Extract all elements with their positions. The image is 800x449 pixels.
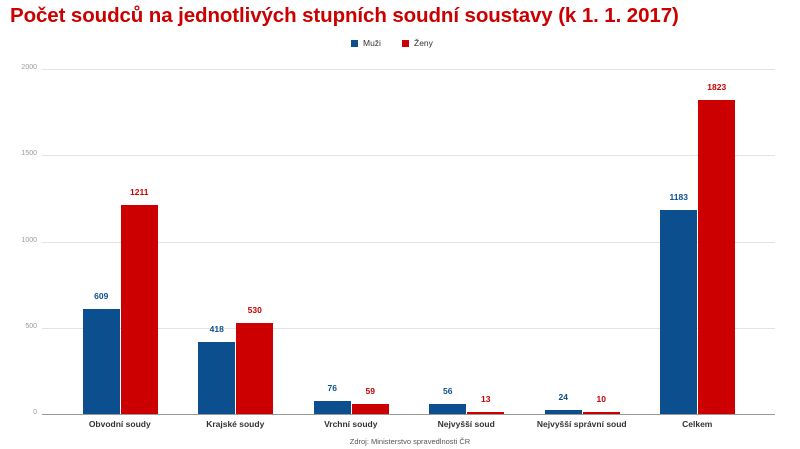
gridline bbox=[42, 241, 775, 243]
bar-value-label: 13 bbox=[481, 393, 491, 404]
x-category-label: Nejvyšší správní soud bbox=[536, 419, 627, 429]
x-category-label: Obvodní soudy bbox=[88, 419, 151, 429]
y-tick-label: 500 bbox=[25, 322, 37, 330]
gridline bbox=[42, 69, 775, 70]
legend-item-muzi: Muži bbox=[351, 38, 381, 48]
y-tick-label: 0 bbox=[33, 409, 37, 416]
bar-muzi bbox=[429, 404, 467, 414]
bar-zeny bbox=[236, 322, 274, 414]
bar-value-label: 609 bbox=[94, 290, 109, 301]
bar-zeny bbox=[698, 99, 736, 414]
legend-label-zeny: Ženy bbox=[414, 38, 433, 48]
source-note: Zdroj: Ministerstvo spravedlnosti ČR bbox=[349, 437, 471, 446]
bar-value-label: 1211 bbox=[130, 187, 149, 198]
bar-zeny bbox=[351, 403, 389, 414]
bar-value-label: 1183 bbox=[669, 191, 688, 202]
x-category-label: Krajské soudy bbox=[206, 419, 265, 429]
bar-muzi bbox=[198, 341, 236, 414]
y-tick-label: 1000 bbox=[21, 236, 37, 244]
bar-zeny bbox=[467, 411, 505, 414]
bar-zeny bbox=[120, 205, 158, 414]
legend: Muži Ženy bbox=[0, 38, 800, 52]
bar-value-label: 24 bbox=[558, 391, 568, 402]
gridline bbox=[42, 327, 775, 329]
bar-muzi bbox=[544, 409, 582, 414]
bar-value-label: 59 bbox=[365, 385, 375, 396]
legend-swatch-zeny-icon bbox=[402, 39, 409, 47]
x-category-label: Nejvyšší soud bbox=[437, 419, 495, 429]
x-category-label: Celkem bbox=[682, 419, 713, 429]
bar-value-label: 418 bbox=[209, 323, 224, 334]
legend-swatch-muzi-icon bbox=[351, 39, 358, 47]
bar-value-label: 10 bbox=[596, 394, 606, 405]
bar-value-label: 76 bbox=[327, 382, 337, 393]
bar-value-label: 530 bbox=[247, 304, 262, 315]
plot-area: 609 1211 418 530 76 59 56 13 24 10 1183 1823 bbox=[42, 69, 775, 415]
bar-value-label: 1823 bbox=[707, 81, 727, 92]
bar-value-label: 56 bbox=[443, 386, 453, 397]
chart-title: Počet soudců na jednotlivých stupních so… bbox=[10, 4, 679, 27]
bar-zeny bbox=[582, 412, 620, 414]
bar-muzi bbox=[313, 400, 351, 414]
y-tick-label: 1500 bbox=[21, 150, 37, 158]
bar-muzi bbox=[660, 209, 698, 414]
x-axis-line bbox=[42, 414, 775, 415]
gridline bbox=[42, 155, 775, 157]
legend-item-zeny: Ženy bbox=[402, 38, 433, 48]
bar-muzi bbox=[82, 308, 120, 414]
x-category-label: Vrchní soudy bbox=[324, 419, 378, 429]
y-tick-label: 2000 bbox=[21, 64, 37, 71]
legend-label-muzi: Muži bbox=[363, 38, 381, 48]
